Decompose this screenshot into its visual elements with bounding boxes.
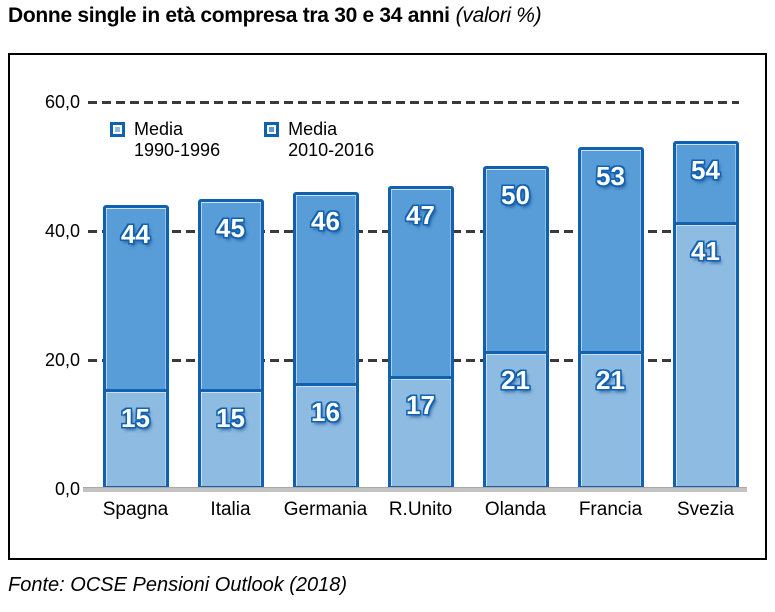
bar-segment-1990-1996: 21 bbox=[580, 351, 641, 486]
bar-value-1990-1996: 17 bbox=[406, 390, 435, 420]
chart-title-unit: (valori %) bbox=[455, 4, 542, 27]
x-label-svezia: Svezia bbox=[676, 499, 735, 520]
y-tick-label: 40,0 bbox=[44, 221, 80, 241]
chart-title-main: Donne single in età compresa tra 30 e 34… bbox=[8, 4, 450, 27]
bar-slot-olanda: 50 21 bbox=[468, 102, 563, 489]
bar-slot-spagna: 44 15 bbox=[88, 102, 183, 489]
bar-francia: 53 21 bbox=[577, 147, 644, 489]
legend-label-line2: 1990-1996 bbox=[134, 140, 221, 160]
y-tick-label: 60,0 bbox=[44, 92, 80, 112]
x-label-r.unito: R.Unito bbox=[388, 499, 453, 520]
bar-value-2010-2016: 53 bbox=[596, 161, 625, 191]
x-label-francia: Francia bbox=[578, 499, 643, 520]
bar-slot-r.unito: 47 17 bbox=[373, 102, 468, 489]
legend-item-2010-2016: Media 2010-2016 bbox=[264, 119, 374, 161]
bar-value-1990-1996: 21 bbox=[596, 365, 625, 395]
bar-value-2010-2016: 54 bbox=[691, 155, 720, 185]
bar-value-2010-2016: 45 bbox=[216, 213, 245, 243]
bar-value-1990-1996: 41 bbox=[691, 236, 720, 266]
bar-value-1990-1996: 15 bbox=[121, 403, 150, 433]
bar-segment-1990-1996: 15 bbox=[200, 389, 261, 486]
legend-label-line2: 2010-2016 bbox=[288, 140, 375, 160]
bar-value-1990-1996: 16 bbox=[311, 397, 340, 427]
bar-value-2010-2016: 44 bbox=[121, 219, 150, 249]
bar-value-2010-2016: 46 bbox=[311, 206, 340, 236]
legend-item-1990-1996: Media 1990-1996 bbox=[110, 119, 220, 161]
gridline-60 bbox=[88, 101, 739, 104]
bar-value-1990-1996: 21 bbox=[501, 365, 530, 395]
legend: Media 1990-1996 Media 2010-2016 bbox=[110, 119, 374, 161]
legend-swatch-medium-icon bbox=[264, 122, 280, 137]
bar-svezia: 54 41 bbox=[672, 141, 739, 489]
y-tick-label: 0,0 bbox=[54, 479, 80, 499]
x-label-spagna: Spagna bbox=[102, 499, 169, 520]
legend-label: Media 1990-1996 bbox=[134, 119, 220, 161]
x-axis-labels: Spagna Italia Germania R.Unito Olanda Francia… bbox=[88, 499, 753, 521]
bar-segment-1990-1996: 15 bbox=[105, 389, 166, 486]
bar-r.unito: 47 17 bbox=[387, 186, 454, 489]
x-label-italia: Italia bbox=[210, 499, 251, 520]
bar-segment-1990-1996: 17 bbox=[390, 376, 451, 486]
bar-italia: 45 15 bbox=[197, 199, 264, 489]
bar-value-2010-2016: 50 bbox=[501, 180, 530, 210]
bar-spagna: 44 15 bbox=[102, 205, 169, 489]
legend-swatch-light-icon bbox=[110, 122, 125, 137]
bar-value-2010-2016: 47 bbox=[406, 200, 435, 230]
x-label-germania: Germania bbox=[283, 499, 368, 520]
x-label-olanda: Olanda bbox=[484, 499, 547, 520]
bar-germania: 46 16 bbox=[292, 192, 359, 489]
bar-segment-1990-1996: 41 bbox=[675, 222, 736, 486]
chart-title: Donne single in età compresa tra 30 e 34… bbox=[8, 4, 542, 28]
source-note: Fonte: OCSE Pensioni Outlook (2018) bbox=[8, 574, 348, 596]
chart-frame: 60,0 40,0 20,0 0,0 44 15 45 15 46 16 47 17 50 21 53 21 5… bbox=[8, 53, 767, 560]
bar-olanda: 50 21 bbox=[482, 166, 549, 489]
y-tick-label: 20,0 bbox=[44, 350, 80, 370]
bar-slot-francia: 53 21 bbox=[563, 102, 658, 489]
plot-area: 60,0 40,0 20,0 0,0 44 15 45 15 46 16 47 17 50 21 53 21 5… bbox=[45, 92, 753, 499]
bar-value-1990-1996: 15 bbox=[216, 403, 245, 433]
bars-container: 44 15 45 15 46 16 47 17 50 21 53 21 54 41 bbox=[88, 102, 753, 489]
legend-label-line1: Media bbox=[134, 119, 184, 139]
bar-slot-svezia: 54 41 bbox=[658, 102, 753, 489]
bar-slot-italia: 45 15 bbox=[183, 102, 278, 489]
bar-segment-1990-1996: 16 bbox=[295, 383, 356, 486]
legend-label-line1: Media bbox=[288, 119, 338, 139]
legend-label: Media 2010-2016 bbox=[288, 119, 374, 161]
bar-segment-1990-1996: 21 bbox=[485, 351, 546, 486]
x-axis-line bbox=[83, 487, 747, 492]
